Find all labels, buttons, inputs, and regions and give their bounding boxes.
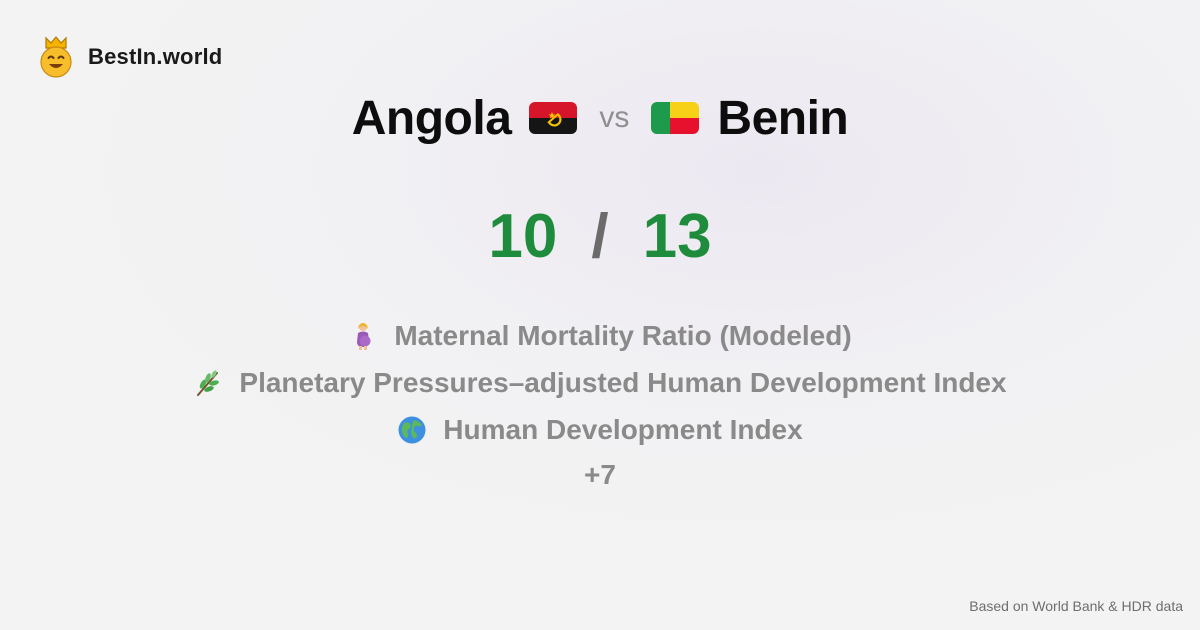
angola-flag-icon — [529, 102, 578, 134]
globe-icon — [397, 415, 427, 445]
data-source-note: Based on World Bank & HDR data — [969, 598, 1183, 614]
metric-label: Planetary Pressures–adjusted Human Devel… — [239, 366, 1007, 398]
left-score: 10 — [488, 201, 558, 271]
metric-label: Maternal Mortality Ratio (Modeled) — [394, 319, 852, 351]
metrics-list: Maternal Mortality Ratio (Modeled) Plane… — [0, 312, 1200, 497]
metric-item: Maternal Mortality Ratio (Modeled) — [0, 312, 1200, 359]
crowned-smiley-icon — [38, 36, 74, 78]
metric-item: Planetary Pressures–adjusted Human Devel… — [0, 359, 1200, 406]
brand-name: BestIn.world — [88, 44, 223, 69]
right-country-name: Benin — [717, 91, 849, 145]
metric-label: Human Development Index — [443, 413, 803, 445]
right-score: 13 — [642, 201, 712, 271]
benin-flag-icon — [651, 102, 700, 134]
metric-item: Human Development Index — [0, 406, 1200, 453]
vs-label: vs — [599, 101, 630, 134]
herb-icon — [193, 368, 223, 398]
left-country-name: Angola — [351, 91, 512, 145]
brand[interactable]: BestIn.world — [38, 36, 222, 78]
comparison-title: Angola vs Benin — [0, 88, 1200, 148]
more-metrics-count: +7 — [584, 459, 616, 490]
pregnant-woman-icon — [348, 321, 378, 351]
score-separator: / — [591, 201, 609, 271]
score: 10 / 13 — [0, 196, 1200, 276]
